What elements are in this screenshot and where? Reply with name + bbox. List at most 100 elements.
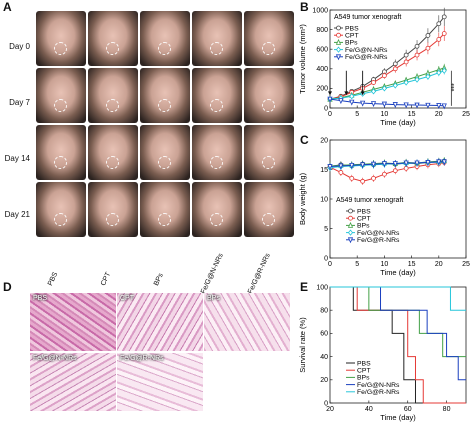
mouse-photo-1-4: [192, 11, 242, 66]
data-point-fe-g-n-nrs: [414, 76, 420, 83]
data-point-fe-g-r-nrs: [392, 161, 398, 168]
data-point-cpt: [371, 80, 376, 85]
data-point-fe-g-n-nrs: [425, 73, 431, 80]
legend-label-fe-g-n-nrs: Fe/G@N-NRs: [345, 47, 388, 54]
data-point-fe-g-r-nrs: [436, 159, 442, 166]
panel-c-letter: C: [300, 133, 309, 147]
legend-label-bps: BPs: [357, 223, 370, 230]
y-tick-label: 1000: [312, 7, 328, 14]
mouse-photo-4-4: [192, 182, 242, 237]
x-tick-label: 0: [328, 261, 332, 268]
data-point-fe-g-r-nrs: [381, 101, 388, 108]
legend-label-cpt: CPT: [345, 33, 359, 40]
x-tick-label: 20: [326, 406, 334, 413]
mouse-photo-2-5: [244, 68, 294, 123]
x-tick-label: 60: [404, 406, 412, 413]
data-point-cpt: [371, 175, 376, 181]
data-point-cpt: [414, 52, 420, 58]
x-axis-label: Time (day): [380, 118, 416, 127]
x-tick-label: 5: [355, 261, 359, 268]
legend-label-fe-g-n-nrs: Fe/G@N-NRs: [357, 230, 400, 237]
row-label-day-7: Day 7: [9, 98, 30, 107]
series-line-fe-g-r-nrs: [329, 161, 445, 168]
y-tick-label: 20: [320, 137, 328, 144]
histology-label-cpt: CPT: [120, 295, 134, 302]
histology-pbs: PBS: [30, 293, 116, 351]
legend-label-cpt: CPT: [357, 368, 371, 375]
legend-label-fe-g-r-nrs: Fe/G@R-NRs: [345, 54, 388, 61]
data-point-fe-g-r-nrs: [349, 162, 355, 169]
mouse-photo-3-5: [244, 125, 294, 180]
mouse-photo-1-3: [140, 11, 190, 66]
y-axis-label: Tumor volume (mm³): [298, 24, 307, 94]
legend-label-pbs: PBS: [357, 208, 371, 215]
series-line-fe-g-r-nrs: [329, 98, 445, 107]
mouse-photo-1-2: [88, 11, 138, 66]
legend-label-fe-g-r-nrs: Fe/G@R-NRs: [357, 237, 400, 244]
mouse-photo-3-3: [140, 125, 190, 180]
data-point-cpt: [436, 37, 442, 42]
x-tick-label: 20: [435, 111, 443, 118]
y-tick-label: 0: [324, 105, 328, 112]
data-point-fe-g-n-nrs: [441, 67, 447, 74]
y-axis-label: Body weight (g): [298, 172, 307, 225]
panel-e-letter: E: [300, 280, 309, 294]
data-point-fe-g-r-nrs: [403, 160, 409, 167]
y-tick-label: 80: [320, 308, 328, 315]
x-tick-label: 15: [408, 261, 416, 268]
data-point-fe-g-r-nrs: [360, 100, 366, 107]
y-tick-label: 0: [324, 255, 328, 262]
legend-label-pbs: PBS: [357, 360, 371, 367]
y-tick-label: 600: [316, 47, 328, 54]
x-tick-label: 80: [443, 406, 451, 413]
data-point-fe-g-r-nrs: [392, 102, 398, 109]
chart-body-weight: 0 5 10 15 20 25 0 5 10 15 20 Time (day) Body weight …: [298, 137, 470, 277]
data-point-fe-g-r-nrs: [425, 160, 431, 166]
data-point-fe-g-r-nrs: [403, 102, 409, 109]
x-tick-label: 15: [408, 111, 416, 118]
legend-marker-cpt: [336, 32, 341, 38]
y-tick-label: 5: [324, 226, 328, 233]
histology-fe-g-r-nrs: Fe/G@R-NRs: [117, 353, 203, 411]
data-point-cpt: [425, 45, 431, 51]
data-point-fe-g-r-nrs: [327, 96, 333, 103]
x-tick-label: 5: [355, 111, 359, 118]
y-tick-label: 100: [316, 284, 328, 291]
data-point-fe-g-n-nrs: [381, 85, 387, 92]
data-point-fe-g-r-nrs: [338, 98, 344, 105]
group-label-pbs: PBS: [47, 271, 60, 287]
injection-arrowhead: [344, 91, 349, 96]
histology-fe-g-n-nrs: Fe/G@N-NRs: [30, 353, 116, 411]
histology-label-fe-g-r-nrs: Fe/G@R-NRs: [120, 355, 164, 362]
x-tick-label: 25: [462, 261, 470, 268]
data-point-pbs: [436, 21, 442, 27]
data-point-fe-g-r-nrs: [414, 160, 420, 167]
panel-d-letter: D: [3, 280, 12, 294]
chart-annotation: A549 tumor xenograft: [334, 14, 401, 21]
mouse-photo-1-1: [36, 11, 86, 66]
injection-arrowhead: [328, 91, 332, 96]
histology-label-fe-g-n-nrs: Fe/G@N-NRs: [33, 355, 77, 362]
series-line-pbs: [330, 286, 466, 404]
y-tick-label: 15: [320, 167, 328, 174]
y-tick-label: 800: [316, 27, 328, 34]
mouse-photo-3-2: [88, 125, 138, 180]
plot-frame: [329, 9, 467, 109]
legend-marker-fe-g-n-nrs: [335, 46, 342, 53]
row-label-day-0: Day 0: [9, 42, 30, 51]
data-point-fe-g-n-nrs: [392, 82, 398, 89]
data-point-fe-g-r-nrs: [349, 99, 355, 106]
group-label-fe-g-r-nrs: Fe/G@R-NRs: [247, 252, 272, 295]
x-tick-label: 0: [328, 111, 332, 118]
legend-marker-pbs: [336, 25, 341, 31]
data-point-pbs: [441, 14, 447, 20]
data-point-fe-g-r-nrs: [441, 159, 447, 166]
y-axis-label: Survival rate (%): [298, 317, 307, 373]
data-point-fe-g-n-nrs: [436, 69, 442, 76]
y-tick-label: 40: [320, 354, 328, 361]
legend-marker-fe-g-n-nrs: [347, 229, 354, 236]
data-point-cpt: [392, 66, 398, 72]
data-point-cpt: [403, 59, 409, 65]
data-point-cpt: [338, 170, 344, 175]
data-point-cpt: [382, 171, 387, 177]
